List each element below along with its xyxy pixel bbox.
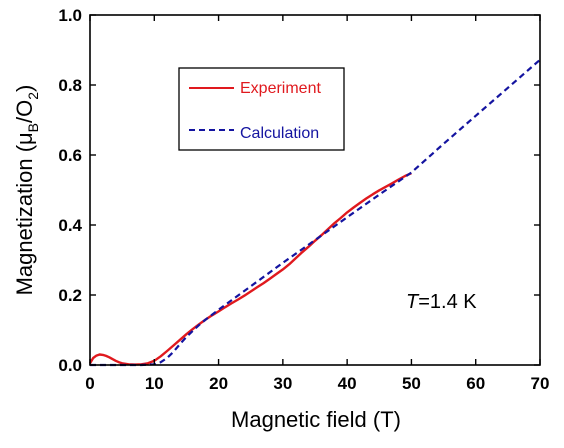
x-tick-label: 20 (209, 374, 228, 393)
x-tick-label: 30 (273, 374, 292, 393)
tick-labels-layer: 0 10 20 30 40 50 60 70 0.0 0.2 0.4 0.6 0.8 1.0 (58, 6, 549, 393)
legend-box (178, 67, 345, 151)
y-axis-title: Magnetization (μB/O2) (12, 85, 41, 296)
series-line-calculation (90, 58, 541, 367)
legend: Experiment Calculation (178, 67, 345, 151)
legend-label-experiment: Experiment (240, 80, 321, 97)
y-axis-title-mid: /O (12, 100, 37, 123)
x-tick-label: 70 (531, 374, 550, 393)
ticks-layer (89, 14, 541, 366)
y-tick-label: 1.0 (58, 6, 82, 25)
y-tick-label: 0.0 (58, 356, 82, 375)
y-tick-label: 0.4 (58, 216, 82, 235)
y-tick-label: 0.2 (58, 286, 82, 305)
annotation-value: =1.4 K (418, 291, 477, 313)
y-axis-title-sub-b: B (25, 123, 41, 132)
x-tick-label: 0 (85, 374, 94, 393)
x-tick-label: 60 (466, 374, 485, 393)
y-tick-label: 0.6 (58, 146, 82, 165)
series-line-experiment (88, 172, 412, 366)
legend-label-calculation: Calculation (240, 125, 319, 142)
y-axis-title-main: Magnetization (μ (12, 132, 37, 295)
temperature-annotation: T=1.4 K (406, 291, 477, 313)
x-tick-label: 40 (338, 374, 357, 393)
x-tick-label: 10 (145, 374, 164, 393)
x-tick-label: 50 (402, 374, 421, 393)
y-axis-title-end: ) (12, 85, 37, 92)
y-axis-title-sub-2: 2 (25, 92, 41, 100)
plot-frame (89, 14, 541, 366)
annotation-symbol-t: T (406, 291, 420, 313)
x-axis-title: Magnetic field (T) (231, 407, 401, 432)
y-tick-label: 0.8 (58, 76, 82, 95)
series-layer (88, 58, 541, 367)
